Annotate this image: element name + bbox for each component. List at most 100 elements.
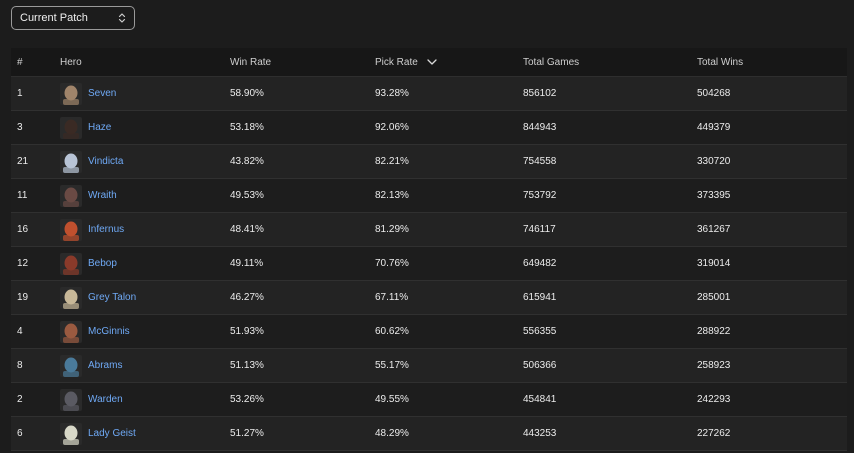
patch-select-value: Current Patch	[20, 12, 88, 24]
cell-pick-rate: 92.06%	[375, 122, 409, 133]
cell-hero: Bebop	[60, 252, 230, 275]
cell-id: 4	[17, 326, 23, 337]
header-total-games[interactable]: Total Games	[523, 56, 580, 68]
hero-name-link[interactable]: Seven	[88, 88, 117, 99]
cell-hero: Seven	[60, 82, 230, 105]
hero-name-link[interactable]: Bebop	[88, 258, 117, 269]
cell-hero: Grey Talon	[60, 286, 230, 309]
table-row[interactable]: 8 Abrams 51.13% 55.17% 506366 258923	[11, 349, 847, 383]
cell-win-rate: 48.41%	[230, 224, 264, 235]
cell-win-rate: 49.53%	[230, 190, 264, 201]
cell-pick-rate: 81.29%	[375, 224, 409, 235]
cell-total-wins: 373395	[697, 190, 731, 201]
cell-total-games: 856102	[523, 88, 557, 99]
cell-total-games: 746117	[523, 224, 556, 235]
cell-hero: Infernus	[60, 218, 230, 241]
cell-total-games: 454841	[523, 394, 557, 405]
cell-total-wins: 227262	[697, 428, 731, 439]
cell-id: 2	[17, 394, 23, 405]
cell-pick-rate: 48.29%	[375, 428, 409, 439]
cell-total-wins: 449379	[697, 122, 731, 133]
table-row[interactable]: 21 Vindicta 43.82% 82.21% 754558 330720	[11, 145, 847, 179]
updown-chevron-icon	[118, 12, 126, 24]
hero-avatar[interactable]	[60, 354, 82, 377]
hero-name-link[interactable]: Warden	[88, 394, 123, 405]
hero-avatar[interactable]	[60, 218, 82, 241]
header-win-rate[interactable]: Win Rate	[230, 56, 272, 68]
cell-win-rate: 51.93%	[230, 326, 264, 337]
cell-win-rate: 58.90%	[230, 88, 264, 99]
table-row[interactable]: 3 Haze 53.18% 92.06% 844943 449379	[11, 111, 847, 145]
table-row[interactable]: 16 Infernus 48.41% 81.29% 746117 361267	[11, 213, 847, 247]
cell-hero: Vindicta	[60, 150, 230, 173]
header-id: #	[17, 56, 23, 68]
table-row[interactable]: 6 Lady Geist 51.27% 48.29% 443253 227262	[11, 417, 847, 451]
hero-name-link[interactable]: Vindicta	[88, 156, 124, 167]
cell-total-wins: 258923	[697, 360, 731, 371]
cell-id: 6	[17, 428, 23, 439]
hero-avatar[interactable]	[60, 422, 82, 445]
table-body: 1 Seven 58.90% 93.28% 856102 504268 3 Haze 53.18…	[11, 77, 847, 451]
cell-hero: Haze	[60, 116, 230, 139]
patch-select[interactable]: Current Patch	[11, 6, 135, 30]
cell-total-wins: 288922	[697, 326, 731, 337]
cell-id: 3	[17, 122, 23, 133]
cell-hero: McGinnis	[60, 320, 230, 343]
hero-name-link[interactable]: Haze	[88, 122, 112, 133]
cell-total-games: 844943	[523, 122, 557, 133]
cell-pick-rate: 55.17%	[375, 360, 409, 371]
table-header: # Hero Win Rate Pick Rate Total Games To…	[11, 48, 847, 77]
cell-pick-rate: 67.11%	[375, 292, 409, 303]
table-row[interactable]: 19 Grey Talon 46.27% 67.11% 615941 285001	[11, 281, 847, 315]
cell-hero: Lady Geist	[60, 422, 230, 445]
header-hero: Hero	[60, 56, 82, 68]
table-row[interactable]: 1 Seven 58.90% 93.28% 856102 504268	[11, 77, 847, 111]
cell-id: 19	[17, 292, 29, 303]
table-row[interactable]: 11 Wraith 49.53% 82.13% 753792 373395	[11, 179, 847, 213]
cell-win-rate: 53.18%	[230, 122, 264, 133]
hero-name-link[interactable]: McGinnis	[88, 326, 130, 337]
hero-name-link[interactable]: Abrams	[88, 360, 123, 371]
cell-id: 21	[17, 156, 29, 167]
cell-id: 8	[17, 360, 23, 371]
hero-avatar[interactable]	[60, 150, 82, 173]
cell-id: 16	[17, 224, 29, 235]
header-total-wins[interactable]: Total Wins	[697, 56, 744, 68]
hero-avatar[interactable]	[60, 82, 82, 105]
cell-total-wins: 242293	[697, 394, 731, 405]
table-row[interactable]: 12 Bebop 49.11% 70.76% 649482 319014	[11, 247, 847, 281]
cell-id: 1	[17, 88, 23, 99]
hero-name-link[interactable]: Infernus	[88, 224, 125, 235]
header-pick-rate[interactable]: Pick Rate	[375, 57, 523, 68]
hero-avatar[interactable]	[60, 252, 82, 275]
cell-pick-rate: 60.62%	[375, 326, 409, 337]
cell-pick-rate: 82.21%	[375, 156, 409, 167]
cell-pick-rate: 70.76%	[375, 258, 409, 269]
hero-avatar[interactable]	[60, 116, 82, 139]
cell-total-wins: 319014	[697, 258, 731, 269]
table-row[interactable]: 2 Warden 53.26% 49.55% 454841 242293	[11, 383, 847, 417]
hero-name-link[interactable]: Lady Geist	[88, 428, 136, 439]
cell-pick-rate: 82.13%	[375, 190, 409, 201]
hero-avatar[interactable]	[60, 184, 82, 207]
cell-total-games: 753792	[523, 190, 557, 201]
cell-win-rate: 51.27%	[230, 428, 264, 439]
table-row[interactable]: 4 McGinnis 51.93% 60.62% 556355 288922	[11, 315, 847, 349]
hero-avatar[interactable]	[60, 320, 82, 343]
hero-avatar[interactable]	[60, 388, 82, 411]
header-pick-rate-label: Pick Rate	[375, 56, 418, 68]
cell-total-games: 443253	[523, 428, 557, 439]
hero-name-link[interactable]: Grey Talon	[88, 292, 137, 303]
hero-avatar[interactable]	[60, 286, 82, 309]
cell-win-rate: 51.13%	[230, 360, 264, 371]
cell-total-wins: 504268	[697, 88, 731, 99]
cell-hero: Warden	[60, 388, 230, 411]
cell-total-games: 556355	[523, 326, 557, 337]
cell-total-wins: 285001	[697, 292, 731, 303]
cell-pick-rate: 49.55%	[375, 394, 409, 405]
hero-name-link[interactable]: Wraith	[88, 190, 117, 201]
chevron-down-icon[interactable]	[427, 58, 437, 66]
cell-hero: Abrams	[60, 354, 230, 377]
cell-total-games: 506366	[523, 360, 557, 371]
cell-hero: Wraith	[60, 184, 230, 207]
